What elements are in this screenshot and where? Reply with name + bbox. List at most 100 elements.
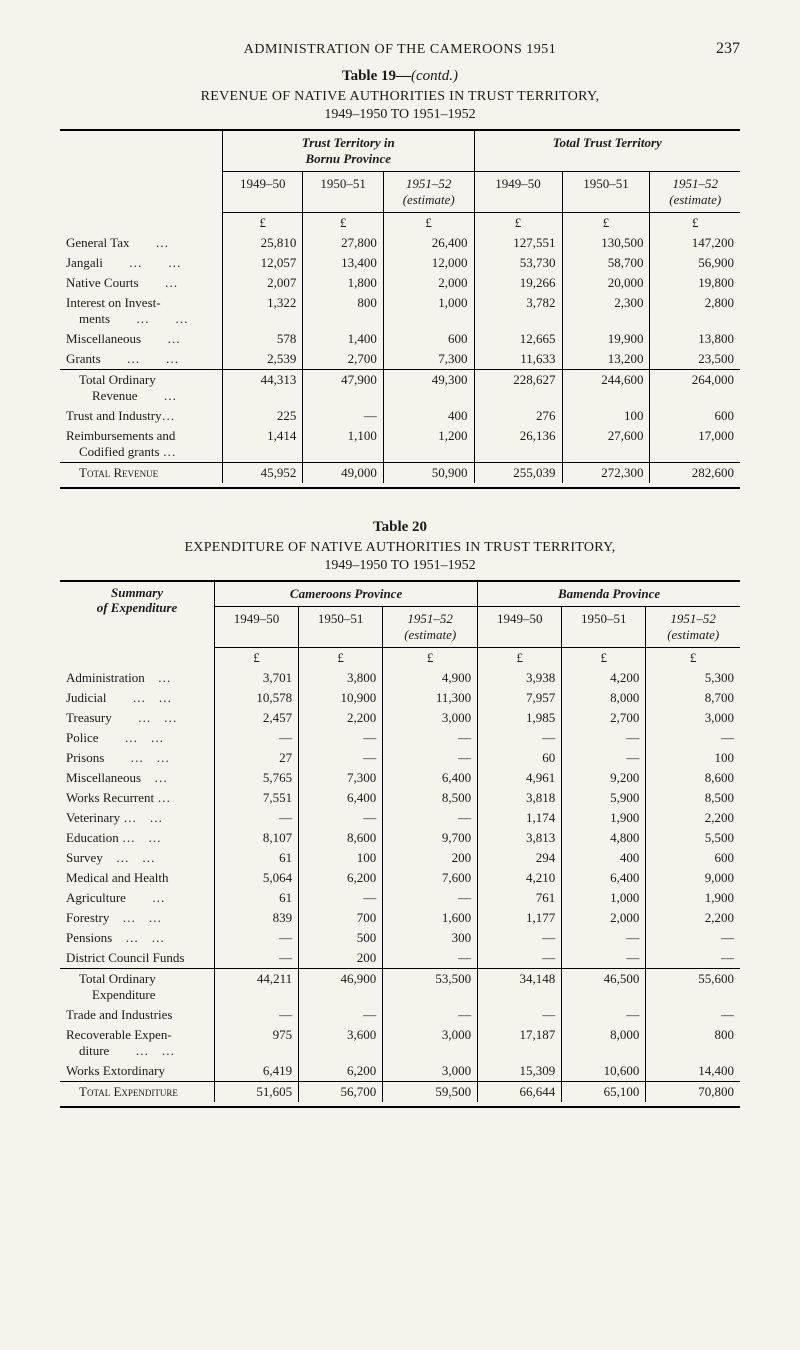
row-value: — [215,728,299,748]
row-value: 20,000 [562,273,650,293]
row-value: 5,300 [646,668,740,688]
table19-col-1: 1950–51 [303,172,383,213]
row-value: 34,148 [478,969,562,1006]
row-value: 2,700 [562,708,646,728]
table20-currency-2: £ [383,648,478,669]
row-label: Education … … [60,828,215,848]
row-value: 300 [383,928,478,948]
row-value: 46,500 [562,969,646,1006]
row-value: 53,730 [474,253,562,273]
row-label: Trust and Industry… [60,406,223,426]
table-row: Veterinary … …———1,1741,9002,200 [60,808,740,828]
row-value: 9,000 [646,868,740,888]
row-value: 2,007 [223,273,303,293]
row-value: 2,700 [303,349,383,370]
row-value: 12,057 [223,253,303,273]
row-value: 2,300 [562,293,650,329]
table-row: Trust and Industry…225—400276100600 [60,406,740,426]
row-value: 14,400 [646,1061,740,1082]
row-label: Forestry … … [60,908,215,928]
row-label: Police … … [60,728,215,748]
row-value: 1,174 [478,808,562,828]
table20-bottom-rule [60,1102,740,1107]
row-value: 1,800 [303,273,383,293]
row-value: 6,419 [215,1061,299,1082]
row-value: — [383,748,478,768]
row-value: 3,000 [383,1061,478,1082]
row-value: — [646,928,740,948]
row-value: 27,800 [303,233,383,253]
row-value: 26,136 [474,426,562,463]
row-value: 17,187 [478,1025,562,1061]
row-value: 1,100 [303,426,383,463]
table19-total-row: Total Revenue 45,952 49,000 50,900 255,0… [60,463,740,484]
row-value: 6,400 [299,788,383,808]
table-row: Miscellaneous …5,7657,3006,4004,9619,200… [60,768,740,788]
row-label: Treasury … … [60,708,215,728]
table20: Summaryof Expenditure Cameroons Province… [60,580,740,1108]
table-row: Prisons … …27——60—100 [60,748,740,768]
table19-total-0: 45,952 [223,463,303,484]
table19-group2: Total Trust Territory [474,130,740,172]
row-value: 61 [215,848,299,868]
table19-total-label: Total Revenue [60,463,223,484]
row-value: — [299,888,383,908]
row-value: — [562,748,646,768]
table-row: Jangali … …12,05713,40012,00053,73058,70… [60,253,740,273]
row-value: — [562,948,646,969]
table19-group1: Trust Territory inBornu Province [223,130,475,172]
row-value: — [215,928,299,948]
row-value: 44,211 [215,969,299,1006]
row-label: Grants … … [60,349,223,370]
table-row: Works Extordinary6,4196,2003,00015,30910… [60,1061,740,1082]
row-value: 3,818 [478,788,562,808]
row-value: 8,500 [383,788,478,808]
table20-total-2: 59,500 [383,1082,478,1103]
row-label: Total Ordinary Expenditure [60,969,215,1006]
row-value: 47,900 [303,370,383,407]
row-value: 53,500 [383,969,478,1006]
row-value: — [478,1005,562,1025]
table19-currency-3: £ [474,213,562,234]
row-value: 11,633 [474,349,562,370]
row-value: 13,200 [562,349,650,370]
table-row: Judicial … …10,57810,90011,3007,9578,000… [60,688,740,708]
table20-total-4: 65,100 [562,1082,646,1103]
table-row: Recoverable Expen- diture … …9753,6003,0… [60,1025,740,1061]
table19-col-3: 1949–50 [474,172,562,213]
table19-title-contd: (contd.) [411,68,458,84]
row-value: 60 [478,748,562,768]
table-row: Grants … …2,5392,7007,30011,63313,20023,… [60,349,740,370]
row-value: 3,600 [299,1025,383,1061]
table20-group-row: Summaryof Expenditure Cameroons Province… [60,581,740,607]
row-value: — [646,728,740,748]
row-value: 6,400 [562,868,646,888]
table19-subtitle1: REVENUE OF NATIVE AUTHORITIES IN TRUST T… [60,89,740,105]
row-value: 3,800 [299,668,383,688]
table20-currency-3: £ [478,648,562,669]
row-value: 5,500 [646,828,740,848]
row-value: 500 [299,928,383,948]
row-value: 7,600 [383,868,478,888]
row-value: 1,400 [303,329,383,349]
row-value: — [383,808,478,828]
row-label: Total Ordinary Revenue … [60,370,223,407]
table20-total-0: 51,605 [215,1082,299,1103]
table-row: General Tax …25,81027,80026,400127,55113… [60,233,740,253]
row-label: Medical and Health [60,868,215,888]
row-value: 1,414 [223,426,303,463]
row-value: — [383,948,478,969]
row-value: 3,813 [478,828,562,848]
table-row: Trade and Industries—————— [60,1005,740,1025]
page-number: 237 [700,40,740,58]
row-label: Judicial … … [60,688,215,708]
table-row: Treasury … …2,4572,2003,0001,9852,7003,0… [60,708,740,728]
row-value: 61 [215,888,299,908]
row-value: 10,600 [562,1061,646,1082]
row-value: 3,701 [215,668,299,688]
row-value: 225 [223,406,303,426]
table19-col-0: 1949–50 [223,172,303,213]
row-value: 8,600 [299,828,383,848]
table-row: Education … …8,1078,6009,7003,8134,8005,… [60,828,740,848]
row-value: 600 [650,406,740,426]
